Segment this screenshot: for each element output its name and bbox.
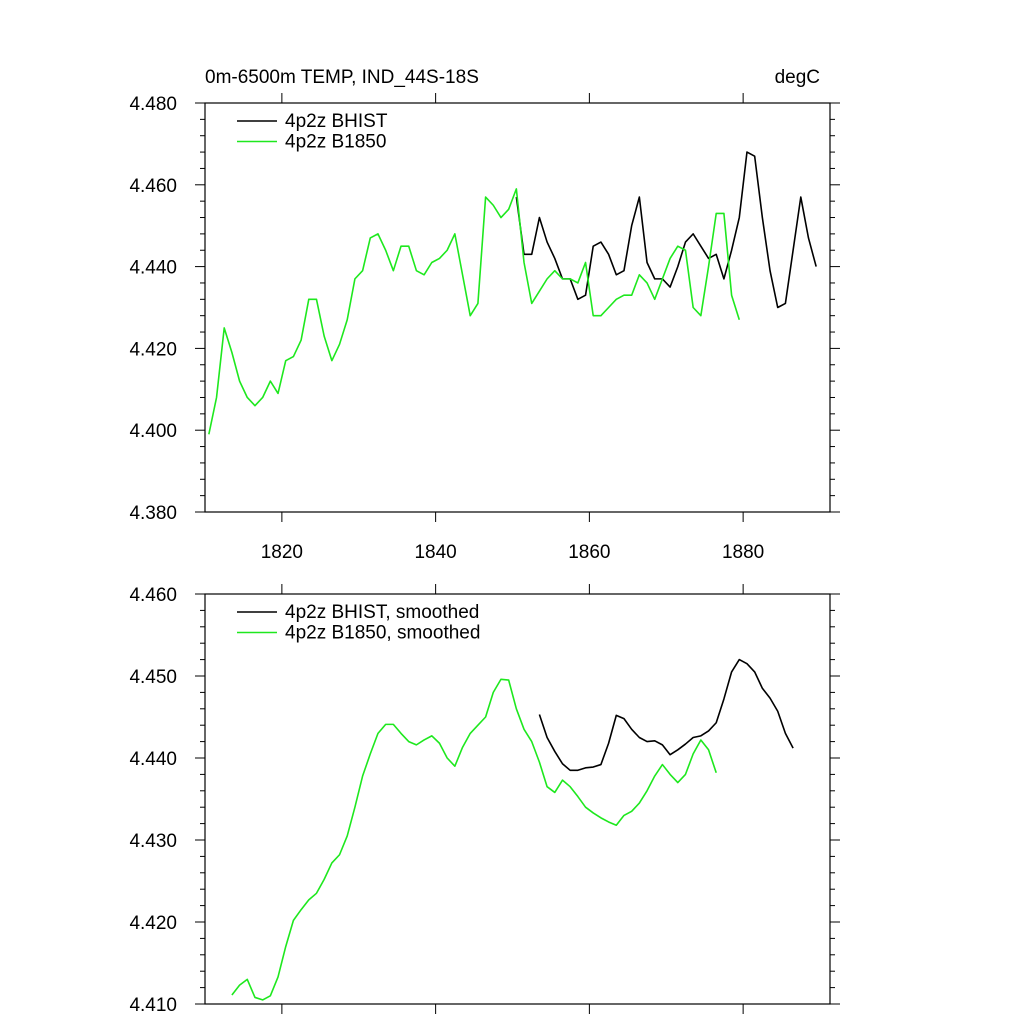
y-tick-label: 4.440 bbox=[129, 258, 177, 279]
x-tick-label: 1820 bbox=[261, 542, 303, 563]
y-tick-label: 4.480 bbox=[129, 94, 177, 115]
y-tick-label: 4.430 bbox=[129, 831, 177, 852]
y-tick-label: 4.450 bbox=[129, 667, 177, 688]
data-line bbox=[538, 658, 794, 772]
data-line bbox=[208, 188, 741, 435]
chart-title: 0m-6500m TEMP, IND_44S-18S bbox=[205, 67, 479, 88]
x-tick-label: 1880 bbox=[722, 542, 764, 563]
y-tick-label: 4.460 bbox=[129, 585, 177, 606]
plot-frame bbox=[204, 102, 831, 513]
y-tick-label: 4.410 bbox=[129, 995, 177, 1016]
y-tick-label: 4.440 bbox=[129, 749, 177, 770]
legend-label: 4p2z B1850, smoothed bbox=[285, 623, 480, 644]
legend-label: 4p2z BHIST bbox=[285, 111, 388, 132]
plot-frame bbox=[204, 593, 831, 1005]
y-tick-label: 4.460 bbox=[129, 176, 177, 197]
y-tick-label: 4.420 bbox=[129, 913, 177, 934]
units-label: degC bbox=[775, 67, 820, 88]
data-line bbox=[515, 151, 817, 309]
y-tick-label: 4.380 bbox=[129, 503, 177, 524]
x-tick-label: 1860 bbox=[568, 542, 610, 563]
legend-label: 4p2z BHIST, smoothed bbox=[285, 602, 479, 623]
x-tick-label: 1840 bbox=[414, 542, 456, 563]
y-tick-label: 4.420 bbox=[129, 339, 177, 360]
legend-label: 4p2z B1850 bbox=[285, 132, 386, 153]
y-tick-label: 4.400 bbox=[129, 421, 177, 442]
data-line bbox=[231, 678, 717, 1001]
